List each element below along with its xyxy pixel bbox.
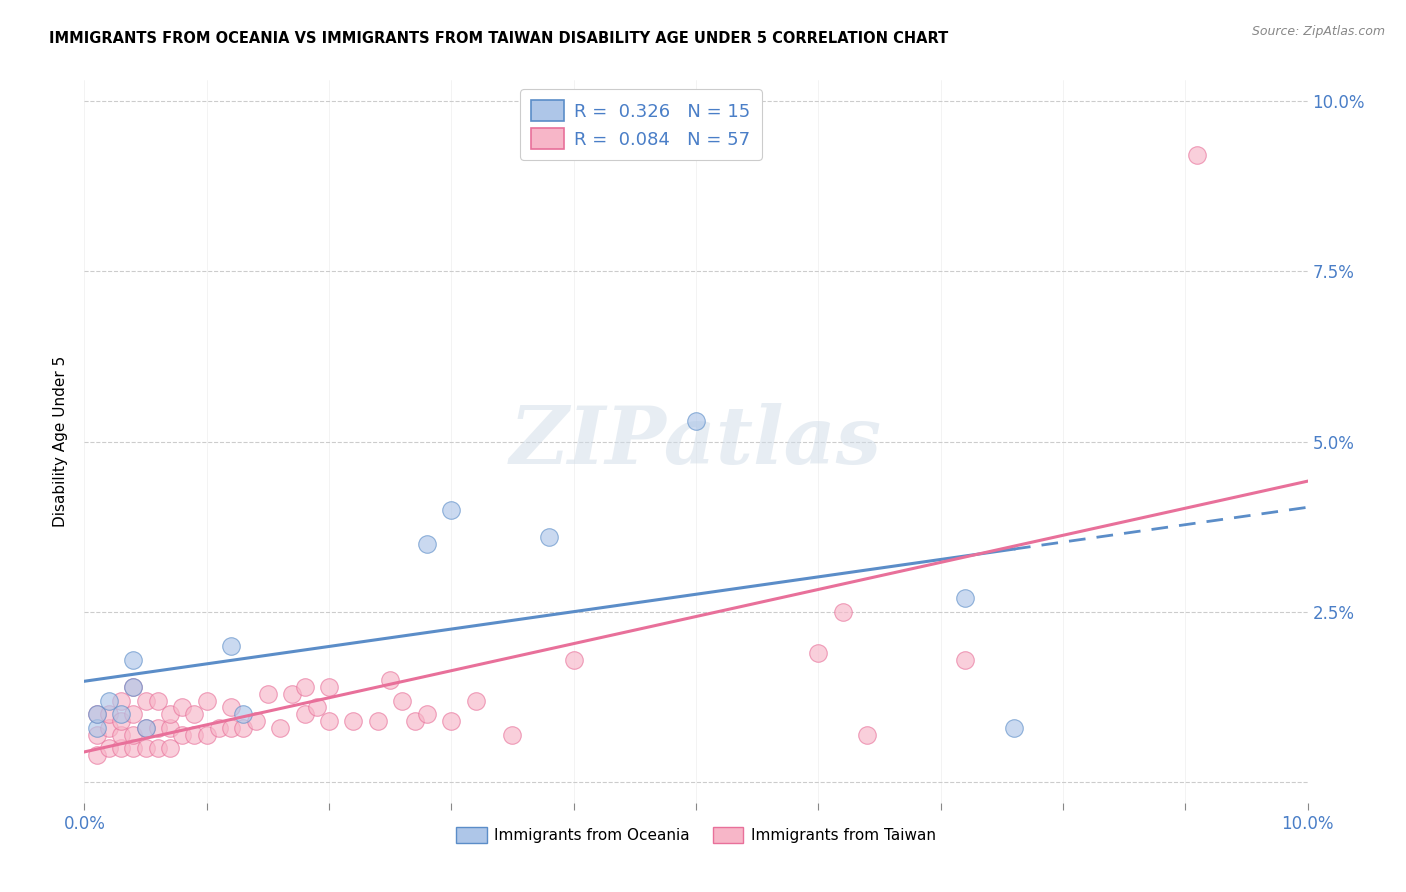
Point [146,741,169,756]
Point [86,748,108,763]
Legend: Immigrants from Oceania, Immigrants from Taiwan: Immigrants from Oceania, Immigrants from… [450,822,942,849]
Point [97,741,120,756]
Point [219,639,242,653]
Point [856,728,879,742]
Point [269,721,291,735]
Point [685,414,707,428]
Point [281,687,304,701]
Point [416,707,439,722]
Point [110,707,132,722]
Point [97,693,120,707]
Point [1002,721,1025,735]
Point [440,502,463,516]
Point [380,673,402,687]
Point [342,714,364,728]
Point [502,728,524,742]
Point [562,653,585,667]
Point [86,721,108,735]
Point [305,700,328,714]
Point [232,707,254,722]
Point [122,741,145,756]
Point [159,721,181,735]
Text: IMMIGRANTS FROM OCEANIA VS IMMIGRANTS FROM TAIWAN DISABILITY AGE UNDER 5 CORRELA: IMMIGRANTS FROM OCEANIA VS IMMIGRANTS FR… [49,31,949,46]
Point [195,693,218,707]
Point [232,721,254,735]
Point [195,728,218,742]
Point [831,605,853,619]
Point [318,680,340,694]
Point [159,707,181,722]
Point [219,721,242,735]
Point [146,693,169,707]
Point [257,687,280,701]
Point [122,680,145,694]
Point [122,680,145,694]
Y-axis label: Disability Age Under 5: Disability Age Under 5 [52,356,67,527]
Point [953,591,976,606]
Point [159,741,181,756]
Point [245,714,267,728]
Point [183,728,205,742]
Point [110,728,132,742]
Point [86,707,108,722]
Text: ZIPatlas: ZIPatlas [510,403,882,480]
Point [135,721,157,735]
Point [953,653,976,667]
Point [367,714,389,728]
Point [294,680,316,694]
Point [318,714,340,728]
Point [86,707,108,722]
Point [183,707,205,722]
Point [294,707,316,722]
Point [464,693,486,707]
Point [172,700,194,714]
Point [110,741,132,756]
Point [86,728,108,742]
Point [1187,148,1209,162]
Point [391,693,413,707]
Point [135,721,157,735]
Point [122,728,145,742]
Point [146,721,169,735]
Point [135,741,157,756]
Point [807,646,830,660]
Point [97,707,120,722]
Point [110,714,132,728]
Point [97,721,120,735]
Point [122,653,145,667]
Point [172,728,194,742]
Point [208,721,231,735]
Point [110,693,132,707]
Text: Source: ZipAtlas.com: Source: ZipAtlas.com [1251,25,1385,38]
Point [440,714,463,728]
Point [135,693,157,707]
Point [538,530,561,544]
Point [416,537,439,551]
Point [122,707,145,722]
Point [219,700,242,714]
Point [404,714,426,728]
